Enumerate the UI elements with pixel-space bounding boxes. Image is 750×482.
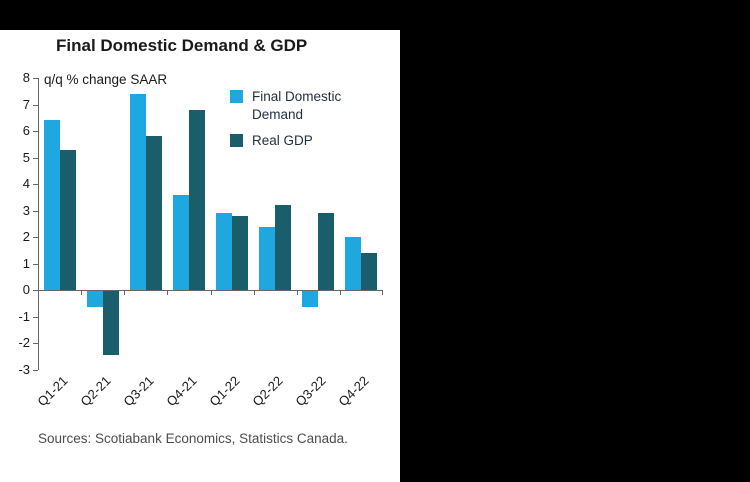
y-tick-label-4: 4 <box>22 176 30 192</box>
y-tick-label--2: -2 <box>18 335 30 351</box>
legend-label-final-domestic-demand: Final Domestic Demand <box>252 89 342 122</box>
bar-real-gdp-q3-21 <box>145 136 162 291</box>
y-axis-unit-label: q/q % change SAAR <box>44 72 168 87</box>
legend-swatch-real-gdp <box>230 134 243 148</box>
bar-real-gdp-q4-21 <box>188 109 205 291</box>
category-tick-mark <box>253 290 255 296</box>
category-tick-mark <box>124 290 126 296</box>
category-tick-mark <box>382 290 383 296</box>
bar-final-domestic-demand-q2-21 <box>86 291 103 308</box>
y-tick-label-6: 6 <box>22 123 30 139</box>
source-note: Sources: Scotiabank Economics, Statistic… <box>38 431 348 446</box>
legend-label-real-gdp: Real GDP <box>252 133 313 149</box>
y-tick-label-5: 5 <box>22 149 30 165</box>
category-tick-mark <box>38 290 39 296</box>
plot-area <box>38 78 383 370</box>
bar-real-gdp-q3-22 <box>318 213 335 291</box>
bar-real-gdp-q1-22 <box>232 216 249 291</box>
y-tick-label-0: 0 <box>22 282 30 298</box>
bar-final-domestic-demand-q1-21 <box>43 120 60 291</box>
y-tick-label-3: 3 <box>22 202 30 218</box>
bar-final-domestic-demand-q3-21 <box>129 93 146 291</box>
y-tick-label-1: 1 <box>22 255 30 271</box>
category-tick-mark <box>167 290 169 296</box>
category-tick-mark <box>210 290 212 296</box>
y-tick-label--1: -1 <box>18 308 30 324</box>
category-tick-mark <box>81 290 83 296</box>
bar-real-gdp-q1-21 <box>59 149 76 291</box>
bar-final-domestic-demand-q4-22 <box>345 237 362 291</box>
legend: Final Domestic Demand Real GDP <box>230 88 362 150</box>
y-tick-label-8: 8 <box>22 70 30 85</box>
bar-real-gdp-q2-22 <box>275 205 292 291</box>
legend-item-real-gdp: Real GDP <box>230 132 362 150</box>
y-tick-label-7: 7 <box>22 96 30 112</box>
chart-title: Final Domestic Demand & GDP <box>56 36 308 55</box>
bar-final-domestic-demand-q1-22 <box>216 213 233 291</box>
legend-item-final-domestic-demand: Final Domestic Demand <box>230 88 362 123</box>
bar-final-domestic-demand-q2-22 <box>259 226 276 291</box>
bar-final-domestic-demand-q4-21 <box>172 194 189 291</box>
category-tick-mark <box>339 290 341 296</box>
y-tick-label--3: -3 <box>18 362 30 377</box>
category-tick-mark <box>296 290 298 296</box>
bar-real-gdp-q4-22 <box>361 253 378 291</box>
chart-panel: Final Domestic Demand & GDP q/q % change… <box>0 30 400 482</box>
y-tick-label-2: 2 <box>22 229 30 245</box>
y-axis-line <box>38 78 39 370</box>
legend-swatch-final-domestic-demand <box>230 90 243 103</box>
bar-real-gdp-q2-21 <box>102 291 119 356</box>
bar-final-domestic-demand-q3-22 <box>302 291 319 308</box>
x-axis-labels: Q1-21 Q2-21 Q3-21 Q4-21 Q1-22 Q2-22 Q3-22 Q4-22 <box>34 370 383 430</box>
